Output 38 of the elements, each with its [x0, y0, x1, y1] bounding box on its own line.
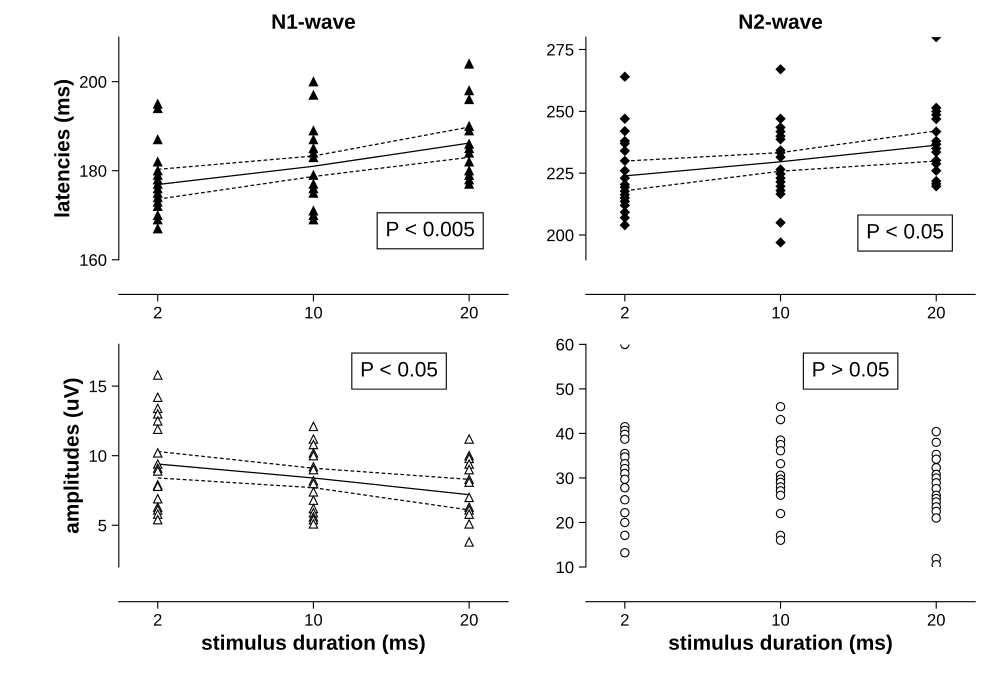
- y-tick-label: 200: [80, 76, 106, 88]
- x-tick-label: 20: [928, 306, 945, 319]
- y-tick-label: 180: [80, 165, 106, 177]
- annotation: P < 0.05: [362, 362, 438, 377]
- y-tick-label: 160: [80, 254, 106, 266]
- y-tick-label: 15: [90, 380, 106, 392]
- x-tick-label: 2: [154, 614, 162, 626]
- x-tick-label: 2: [154, 306, 162, 318]
- x-tick-label: 2: [621, 306, 629, 318]
- y-tick-label: 60: [556, 338, 574, 351]
- y-tick-label: 200: [547, 229, 574, 242]
- x-tick-label: 2: [621, 614, 629, 626]
- y-tick-label: 50: [556, 383, 574, 396]
- x-tick-label: 20: [460, 306, 478, 319]
- x-tick-label: 10: [305, 306, 322, 319]
- x-tick-label: 20: [460, 614, 478, 626]
- y-tick-label: 10: [90, 450, 106, 462]
- y-axis-title: amplitudes (uV): [63, 378, 83, 534]
- y-tick-label: 20: [556, 516, 574, 529]
- y-tick-label: 5: [98, 520, 106, 532]
- x-axis-title: stimulus duration (ms): [202, 634, 425, 654]
- x-tick-label: 10: [772, 614, 790, 626]
- y-tick-label: 10: [556, 561, 574, 574]
- y-tick-label: 225: [547, 168, 574, 180]
- x-tick-label: 10: [305, 614, 322, 626]
- annotation: P < 0.005: [387, 222, 474, 236]
- annotation: P < 0.05: [868, 224, 944, 239]
- annotation: P > 0.05: [813, 362, 889, 377]
- x-axis-title: stimulus duration (ms): [668, 634, 892, 654]
- y-axis-title: latencies (ms): [54, 80, 74, 216]
- y-tick-label: 30: [556, 472, 574, 484]
- y-tick-label: 275: [547, 44, 574, 56]
- x-tick-label: 10: [772, 306, 790, 319]
- x-tick-label: 20: [928, 614, 945, 626]
- chart-title: N1-wave: [272, 14, 355, 29]
- y-tick-label: 250: [547, 106, 574, 118]
- y-tick-label: 40: [556, 428, 574, 440]
- chart-title: N2-wave: [740, 14, 822, 29]
